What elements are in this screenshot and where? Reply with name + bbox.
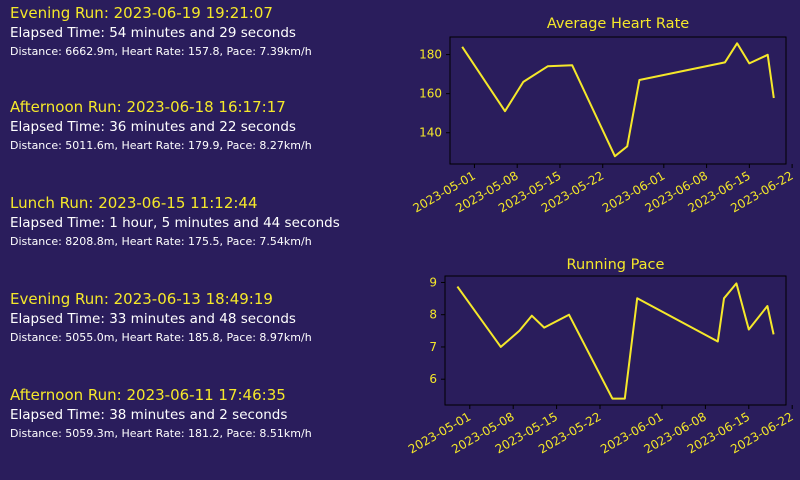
y-tick-label: 8 <box>429 308 437 322</box>
run-elapsed-time: Elapsed Time: 38 minutes and 2 seconds <box>10 407 288 423</box>
run-stats: Distance: 5055.0m, Heart Rate: 185.8, Pa… <box>10 331 312 344</box>
chart-title: Average Heart Rate <box>547 16 689 32</box>
y-tick-label: 9 <box>429 275 437 289</box>
run-title: Evening Run: 2023-06-19 19:21:07 <box>10 4 273 22</box>
chart-title: Running Pace <box>567 257 665 273</box>
y-tick-label: 7 <box>429 340 437 354</box>
series-line <box>461 42 775 158</box>
plot-frame <box>444 275 787 406</box>
run-item: Lunch Run: 2023-06-15 11:12:44 Elapsed T… <box>10 194 340 248</box>
series-line <box>456 282 775 400</box>
run-item: Evening Run: 2023-06-13 18:49:19 Elapsed… <box>10 290 312 344</box>
y-tick-label: 160 <box>419 87 442 101</box>
run-title: Lunch Run: 2023-06-15 11:12:44 <box>10 194 258 212</box>
plot-frame <box>449 36 787 165</box>
run-item: Afternoon Run: 2023-06-11 17:46:35 Elaps… <box>10 386 312 440</box>
run-elapsed-time: Elapsed Time: 36 minutes and 22 seconds <box>10 119 296 135</box>
run-elapsed-time: Elapsed Time: 54 minutes and 29 seconds <box>10 25 296 41</box>
run-item: Afternoon Run: 2023-06-18 16:17:17 Elaps… <box>10 98 312 152</box>
run-stats: Distance: 6662.9m, Heart Rate: 157.8, Pa… <box>10 45 312 58</box>
run-stats: Distance: 8208.8m, Heart Rate: 175.5, Pa… <box>10 235 312 248</box>
y-tick-label: 6 <box>429 372 437 386</box>
run-stats: Distance: 5059.3m, Heart Rate: 181.2, Pa… <box>10 427 312 440</box>
run-item: Evening Run: 2023-06-19 19:21:07 Elapsed… <box>10 4 312 58</box>
y-tick-label: 180 <box>419 48 442 62</box>
run-stats: Distance: 5011.6m, Heart Rate: 179.9, Pa… <box>10 139 312 152</box>
run-title: Afternoon Run: 2023-06-11 17:46:35 <box>10 386 286 404</box>
run-elapsed-time: Elapsed Time: 1 hour, 5 minutes and 44 s… <box>10 215 340 231</box>
run-elapsed-time: Elapsed Time: 33 minutes and 48 seconds <box>10 311 296 327</box>
run-title: Afternoon Run: 2023-06-18 16:17:17 <box>10 98 286 116</box>
run-title: Evening Run: 2023-06-13 18:49:19 <box>10 290 273 308</box>
y-tick-label: 140 <box>419 126 442 140</box>
